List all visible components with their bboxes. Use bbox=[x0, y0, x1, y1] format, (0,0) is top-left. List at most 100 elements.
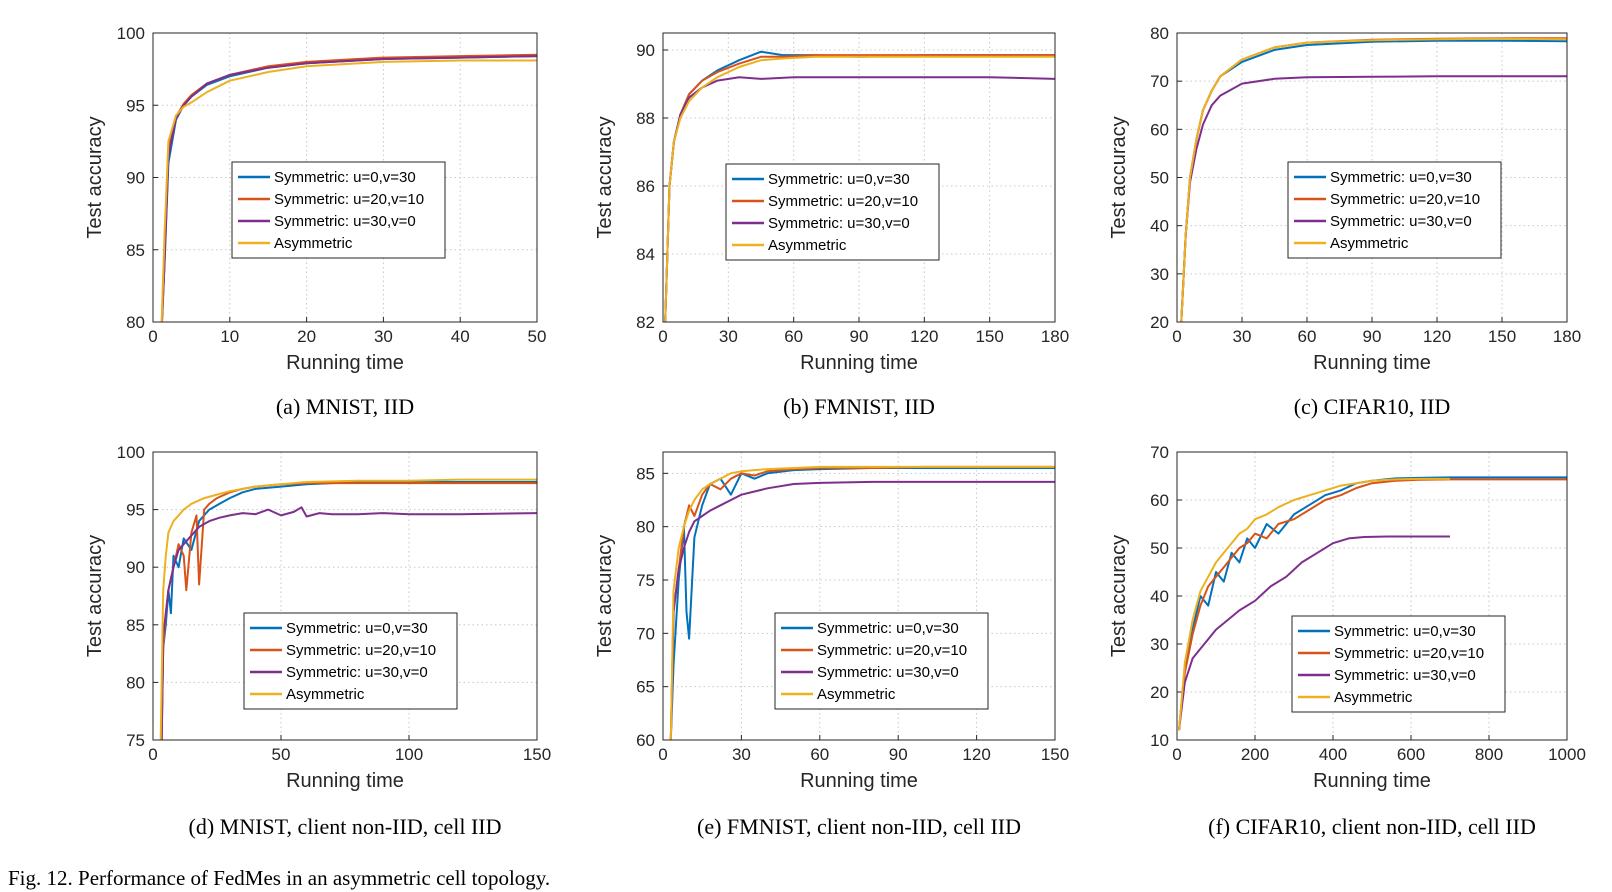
legend-label: Asymmetric bbox=[1334, 689, 1413, 706]
y-tick-label: 40 bbox=[1150, 587, 1169, 606]
y-tick-label: 70 bbox=[636, 624, 655, 643]
x-tick-label: 60 bbox=[810, 745, 829, 764]
y-tick-label: 90 bbox=[636, 41, 655, 60]
plot-frame bbox=[1176, 32, 1568, 323]
y-tick-label: 10 bbox=[1150, 731, 1169, 750]
x-axis-label: Running time bbox=[800, 770, 918, 792]
legend-label: Symmetric: u=30,v=0 bbox=[1330, 213, 1472, 230]
y-axis-label: Test accuracy bbox=[84, 116, 106, 238]
x-tick-label: 400 bbox=[1319, 745, 1347, 764]
plot-frame bbox=[662, 451, 1056, 741]
legend-label: Symmetric: u=0,v=30 bbox=[274, 169, 416, 186]
y-tick-label: 95 bbox=[126, 96, 145, 115]
x-tick-label: 0 bbox=[658, 745, 667, 764]
legend-label: Symmetric: u=0,v=30 bbox=[768, 171, 910, 188]
x-tick-label: 0 bbox=[658, 327, 667, 346]
x-tick-label: 180 bbox=[1041, 327, 1069, 346]
y-tick-label: 90 bbox=[126, 169, 145, 188]
chart-panel: 0 50 100 150 75 80 85 90 95 100 Running time Test a… bbox=[84, 443, 551, 839]
legend-label: Symmetric: u=0,v=30 bbox=[1334, 623, 1476, 640]
legend-label: Symmetric: u=30,v=0 bbox=[274, 213, 416, 230]
x-tick-label: 90 bbox=[1363, 327, 1382, 346]
plot-frame bbox=[1176, 451, 1568, 741]
x-tick-label: 200 bbox=[1241, 745, 1269, 764]
y-tick-label: 90 bbox=[126, 558, 145, 577]
legend-label: Asymmetric bbox=[817, 686, 896, 703]
y-tick-label: 30 bbox=[1150, 635, 1169, 654]
x-tick-label: 40 bbox=[451, 327, 470, 346]
x-tick-label: 600 bbox=[1397, 745, 1425, 764]
y-tick-label: 65 bbox=[636, 678, 655, 697]
figure-caption: Fig. 12. Performance of FedMes in an asy… bbox=[8, 866, 550, 890]
y-tick-label: 75 bbox=[636, 571, 655, 590]
y-tick-label: 95 bbox=[126, 501, 145, 520]
x-tick-label: 0 bbox=[148, 327, 157, 346]
x-tick-label: 60 bbox=[784, 327, 803, 346]
y-tick-label: 82 bbox=[636, 313, 655, 332]
y-tick-label: 80 bbox=[126, 673, 145, 692]
y-tick-label: 84 bbox=[636, 245, 655, 264]
y-axis-label: Test accuracy bbox=[594, 535, 616, 657]
x-tick-label: 20 bbox=[297, 327, 316, 346]
legend-label: Symmetric: u=0,v=30 bbox=[1330, 169, 1472, 186]
x-tick-label: 120 bbox=[1423, 327, 1451, 346]
x-tick-label: 90 bbox=[850, 327, 869, 346]
series-line bbox=[159, 478, 537, 740]
y-tick-label: 85 bbox=[636, 464, 655, 483]
series-line bbox=[1178, 535, 1450, 731]
x-tick-label: 30 bbox=[732, 745, 751, 764]
subfigure-caption: (f) CIFAR10, client non-IID, cell IID bbox=[1208, 814, 1536, 839]
x-tick-label: 100 bbox=[395, 745, 423, 764]
y-tick-label: 60 bbox=[1150, 120, 1169, 139]
x-tick-label: 50 bbox=[528, 327, 547, 346]
chart-panel: 0 30 60 90 120 150 60 65 70 75 80 85 Running time Tes… bbox=[594, 451, 1069, 839]
y-tick-label: 50 bbox=[1150, 539, 1169, 558]
chart-panel: 0 30 60 90 120 150 180 20 30 40 50 60 70 80 Running ti… bbox=[1108, 24, 1581, 419]
x-tick-label: 150 bbox=[523, 745, 551, 764]
y-tick-label: 75 bbox=[126, 731, 145, 750]
y-tick-label: 85 bbox=[126, 616, 145, 635]
x-axis-label: Running time bbox=[800, 352, 918, 374]
series-line bbox=[669, 465, 1055, 740]
legend-label: Asymmetric bbox=[286, 686, 365, 703]
y-tick-label: 80 bbox=[1150, 24, 1169, 43]
chart-panel: 0 10 20 30 40 50 80 85 90 95 100 Running time Test a… bbox=[84, 24, 546, 419]
x-tick-label: 150 bbox=[975, 327, 1003, 346]
legend-label: Symmetric: u=30,v=0 bbox=[768, 215, 910, 232]
legend-label: Symmetric: u=0,v=30 bbox=[817, 620, 959, 637]
plot-frame bbox=[152, 32, 538, 323]
plot-frame bbox=[662, 32, 1056, 323]
legend-label: Asymmetric bbox=[768, 237, 847, 254]
y-tick-label: 86 bbox=[636, 177, 655, 196]
y-axis-label: Test accuracy bbox=[84, 535, 106, 657]
y-tick-label: 60 bbox=[1150, 491, 1169, 510]
y-tick-label: 40 bbox=[1150, 217, 1169, 236]
legend-label: Symmetric: u=30,v=0 bbox=[1334, 667, 1476, 684]
chart-panel: 0 200 400 600 800 1000 10 20 30 40 50 60 70 Running t… bbox=[1108, 443, 1586, 839]
x-tick-label: 800 bbox=[1475, 745, 1503, 764]
x-tick-label: 10 bbox=[220, 327, 239, 346]
legend-label: Symmetric: u=20,v=10 bbox=[1334, 645, 1484, 662]
chart-panel: 0 30 60 90 120 150 180 82 84 86 88 90 Running time Te… bbox=[594, 32, 1069, 419]
x-tick-label: 90 bbox=[889, 745, 908, 764]
series-line bbox=[1180, 37, 1567, 322]
x-tick-label: 120 bbox=[910, 327, 938, 346]
legend-label: Symmetric: u=20,v=10 bbox=[817, 642, 967, 659]
x-tick-label: 150 bbox=[1488, 327, 1516, 346]
plot-frame bbox=[152, 451, 538, 741]
y-axis-label: Test accuracy bbox=[594, 116, 616, 238]
series-line bbox=[669, 480, 1055, 740]
x-tick-label: 30 bbox=[1233, 327, 1252, 346]
x-axis-label: Running time bbox=[286, 770, 404, 792]
legend-label: Symmetric: u=20,v=10 bbox=[286, 642, 436, 659]
subfigure-caption: (d) MNIST, client non-IID, cell IID bbox=[189, 814, 502, 839]
legend-label: Symmetric: u=0,v=30 bbox=[286, 620, 428, 637]
legend-label: Symmetric: u=30,v=0 bbox=[286, 664, 428, 681]
legend-label: Symmetric: u=20,v=10 bbox=[1330, 191, 1480, 208]
y-tick-label: 85 bbox=[126, 241, 145, 260]
x-tick-label: 50 bbox=[272, 745, 291, 764]
y-tick-label: 50 bbox=[1150, 169, 1169, 188]
y-tick-label: 80 bbox=[126, 313, 145, 332]
x-axis-label: Running time bbox=[286, 352, 404, 374]
